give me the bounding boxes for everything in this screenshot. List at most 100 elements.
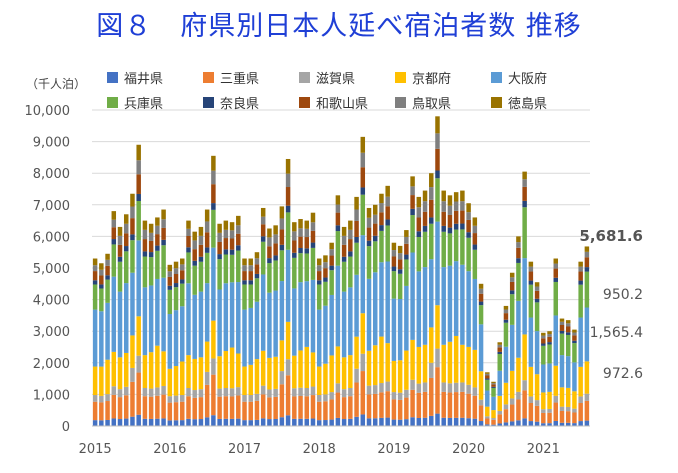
bar-segment [217,259,222,290]
bar-segment [236,225,241,234]
bar-segment [460,190,465,202]
bar-segment [92,280,98,285]
bar-segment [223,229,229,239]
bar-segment [404,389,409,398]
bar-segment [180,401,185,421]
bar-segment [173,283,179,288]
bar-segment [217,356,222,389]
bar-segment [416,417,422,426]
bar-segment [404,254,409,260]
y-tick-label: 5,000 [33,262,70,277]
bar-segment [441,231,446,268]
bar-segment [372,345,378,386]
bar-segment [478,293,484,302]
bar-segment [584,267,590,272]
bar-segment [553,365,559,396]
bar-segment [173,287,179,311]
bar-segment [516,357,521,392]
bar-segment [186,236,191,248]
bar-segment [130,367,135,382]
legend-item-nara: 奈良県 [203,93,299,112]
bar-segment [111,351,117,387]
bar-segment [285,249,291,322]
bar-segment [167,285,173,290]
bar-segment [267,263,272,293]
bar-segment [310,242,316,248]
bar-segment [273,260,278,291]
bar-segment [372,393,378,419]
bar-segment [223,238,229,250]
bar-segment [410,417,415,426]
bar-segment [491,396,496,411]
bar-segment [99,395,104,403]
bar-segment [447,341,453,384]
bar-segment [198,389,204,398]
bar-segment [267,228,272,238]
bar-segment [260,385,266,395]
legend-label: 三重県 [220,72,260,87]
bar-segment [298,282,303,351]
bar-segment [491,383,496,385]
bar-segment [148,257,154,286]
bar-segment [123,395,129,419]
bar-segment [323,268,328,278]
bar-segment [260,394,266,419]
bar-segment [553,281,559,316]
bar-segment [534,290,540,299]
bar-segment [341,226,347,236]
bar-segment [260,216,266,225]
bar-segment [572,391,577,409]
bar-segment [242,395,247,402]
bar-segment [453,192,459,202]
bar-segment [559,410,565,423]
bar-segment [366,246,372,279]
bar-segment [497,353,502,371]
bar-segment [123,251,129,284]
bar-segment [148,252,154,258]
bar-segment [192,358,197,391]
y-tick-label: 9,000 [33,136,70,151]
bar-segment [117,357,123,390]
bar-segment [497,351,502,354]
bar-segment [348,355,353,389]
bar-segment [354,220,359,237]
bar-segment [385,185,390,197]
bar-segment [534,400,540,406]
bar-segment [572,362,577,392]
bar-segment [279,384,285,418]
bar-segment [242,265,247,272]
bar-segment [391,392,397,400]
bar-segment [528,396,534,403]
bar-segment [453,201,459,211]
bar-segment [422,344,428,383]
bar-segment [354,196,359,210]
bar-segment [161,385,166,395]
bar-segment [173,268,179,275]
bar-segment [248,271,253,281]
bar-segment [310,230,316,243]
bar-segment [279,281,285,341]
bar-segment [204,252,210,284]
bar-segment [565,332,571,335]
bar-segment [516,262,521,301]
bar-segment [422,211,428,226]
bar-segment [111,239,117,245]
bar-segment [335,392,341,418]
bar-segment [441,211,446,226]
bar-segment [198,357,204,390]
bar-segment [429,327,434,363]
bar-segment [136,240,141,317]
bar-segment [578,261,583,267]
bar-segment [323,255,328,263]
bar-segment [372,235,378,242]
bar-segment [559,318,565,322]
bar-segment [123,246,129,252]
bar-segment [204,232,210,248]
bar-segment [584,251,590,258]
bar-segment [429,217,434,224]
bar-segment [584,400,590,421]
bar-segment [111,394,117,419]
bar-segment [391,242,397,251]
bar-segment [111,227,117,240]
bar-segment [441,190,446,202]
